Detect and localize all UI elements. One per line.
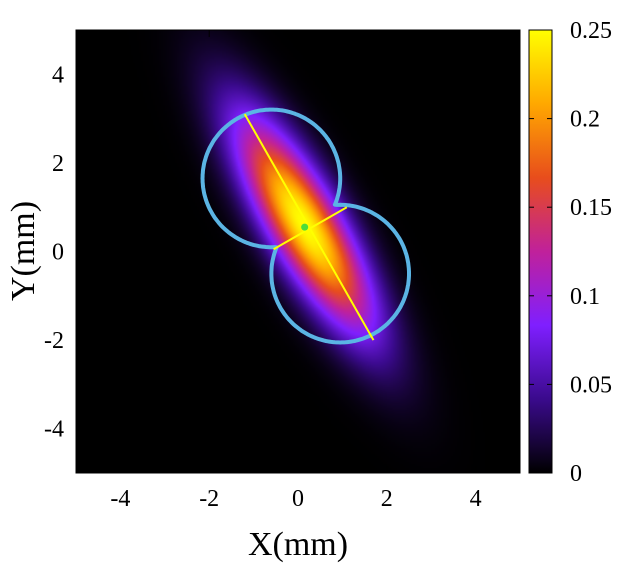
y-axis: -4 -2 0 2 4	[44, 62, 520, 443]
y-tick-label: 4	[52, 62, 64, 88]
colorbar-tick-label: 0.25	[570, 18, 612, 44]
x-tick-label: -4	[110, 486, 130, 512]
y-tick-label: -4	[44, 417, 64, 443]
minor-axis-line	[273, 206, 348, 251]
colorbar	[528, 29, 553, 474]
colorbar-tick-label: 0.1	[570, 284, 600, 310]
x-tick-label: -2	[199, 486, 219, 512]
colorbar-tick-label: 0.15	[570, 195, 612, 221]
major-axis-line	[243, 113, 375, 341]
x-tick-label: 2	[381, 486, 393, 512]
colorbar-tick-label: 0.05	[570, 372, 612, 398]
x-axis: -4 -2 0 2 4	[110, 30, 482, 512]
overlay-layer	[200, 107, 411, 345]
y-tick-label: -2	[44, 328, 64, 354]
y-tick-label: 2	[52, 151, 64, 177]
center-marker	[301, 223, 309, 231]
heatmap-field	[76, 30, 520, 473]
colorbar-tick-label: 0.2	[570, 107, 600, 133]
lobe-outline	[200, 107, 411, 345]
colorbar-tick-label: 0	[570, 461, 582, 487]
x-tick-label: 4	[470, 486, 482, 512]
y-axis-label: Y(mm)	[5, 201, 42, 301]
y-tick-label: 0	[52, 240, 64, 266]
colorbar-ticks: 0 0.05 0.1 0.15 0.2 0.25	[529, 18, 612, 487]
x-axis-label: X(mm)	[248, 526, 348, 563]
x-tick-label: 0	[292, 486, 304, 512]
